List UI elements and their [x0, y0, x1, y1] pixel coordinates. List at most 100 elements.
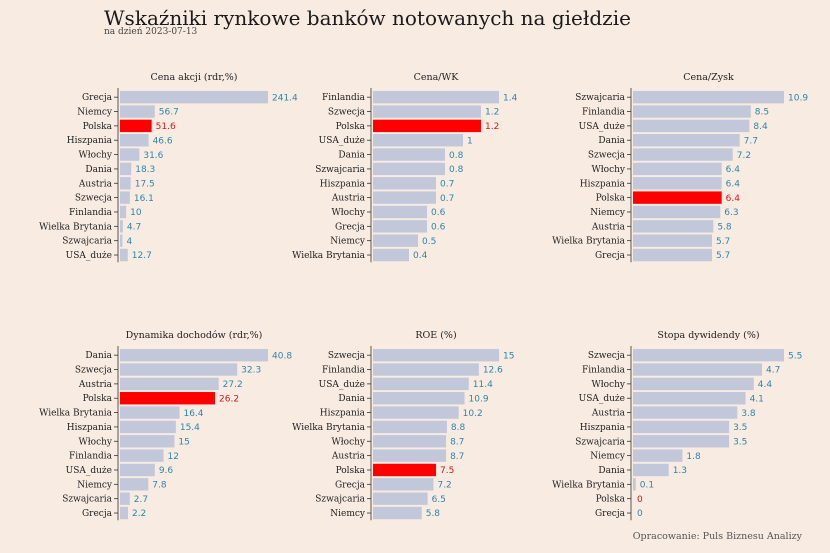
bar-austria	[120, 177, 131, 190]
category-label-wlochy: Włochy	[331, 208, 365, 218]
value-label-austria: 27.2	[223, 380, 243, 390]
category-label-finlandia: Finlandia	[582, 108, 626, 118]
category-label-finlandia: Finlandia	[69, 208, 113, 218]
bar-usa-duze	[633, 119, 750, 133]
bar-usa-duze	[120, 248, 128, 262]
category-label-usa-duze: USA_duże	[319, 136, 365, 146]
value-label-szwecja: 32.3	[241, 366, 261, 376]
chart-cena-akcji: Cena akcji (rdr,%) Grecja 241.4 Niemcy 56.7 P…	[39, 72, 298, 263]
bar-finlandia	[633, 105, 751, 118]
bar-finlandia	[120, 205, 127, 219]
category-label-wielka-brytania: Wielka Brytania	[39, 409, 113, 419]
bar-wlochy	[120, 435, 175, 448]
category-label-grecja: Grecja	[82, 509, 113, 519]
bar-polska	[120, 119, 152, 133]
bar-usa-duze	[373, 134, 463, 147]
chart-title: Cena/Zysk	[683, 72, 734, 83]
category-label-grecja: Grecja	[595, 251, 626, 261]
category-label-polska: Polska	[596, 495, 626, 505]
value-label-wielka-brytania: 0.4	[413, 251, 428, 261]
category-label-szwajcaria: Szwajcaria	[315, 165, 365, 175]
bar-niemcy	[633, 205, 721, 219]
category-label-hiszpania: Hiszpania	[320, 409, 366, 419]
value-label-austria: 0.7	[440, 194, 454, 204]
category-label-wielka-brytania: Wielka Brytania	[552, 480, 626, 490]
value-label-austria: 17.5	[135, 179, 155, 189]
category-label-hiszpania: Hiszpania	[320, 179, 366, 189]
category-label-austria: Austria	[78, 380, 113, 390]
value-label-niemcy: 7.8	[152, 481, 167, 491]
bar-dania	[373, 148, 445, 161]
bar-finlandia	[373, 90, 499, 104]
category-label-szwecja: Szwecja	[588, 151, 626, 161]
bar-austria	[120, 377, 219, 391]
bar-szwecja	[633, 348, 784, 362]
bar-dania	[633, 463, 669, 477]
bar-hiszpania	[373, 406, 459, 419]
value-label-finlandia: 8.5	[755, 108, 769, 118]
value-label-finlandia: 1.4	[503, 93, 518, 103]
bar-polska	[373, 119, 481, 133]
value-label-szwajcaria: 4	[126, 237, 132, 247]
bar-szwajcaria	[120, 234, 123, 247]
value-label-finlandia: 4.7	[766, 366, 780, 376]
chart-title: Stopa dywidendy (%)	[657, 330, 759, 341]
value-label-dania: 18.3	[135, 165, 155, 175]
value-label-niemcy: 6.3	[724, 208, 738, 218]
value-label-finlandia: 12.6	[483, 366, 503, 376]
value-label-hiszpania: 10.2	[463, 409, 483, 419]
source-caption: Opracowanie: Puls Biznesu Analizy	[632, 531, 802, 542]
category-label-szwecja: Szwecja	[75, 194, 113, 204]
category-label-hiszpania: Hiszpania	[580, 179, 626, 189]
value-label-niemcy: 5.8	[426, 509, 441, 519]
category-label-wlochy: Włochy	[591, 380, 625, 390]
bar-szwecja	[373, 105, 481, 118]
bar-finlandia	[373, 363, 479, 376]
chart-title: ROE (%)	[415, 330, 456, 341]
chart-stopa-dywidendy: Stopa dywidendy (%) Szwecja 5.5 Finlandia 4.…	[552, 330, 802, 521]
chart-title: Cena/WK	[414, 72, 460, 83]
bar-finlandia	[633, 363, 763, 376]
bar-wlochy	[373, 205, 427, 219]
value-label-szwecja: 15	[503, 351, 514, 361]
bar-dania	[373, 392, 465, 405]
category-label-austria: Austria	[591, 409, 626, 419]
bar-hiszpania	[373, 177, 436, 190]
bar-szwajcaria	[633, 435, 730, 448]
category-label-wlochy: Włochy	[78, 151, 112, 161]
value-label-wlochy: 0.6	[431, 208, 446, 218]
value-label-usa-duze: 4.1	[750, 394, 764, 404]
category-label-wlochy: Włochy	[591, 165, 625, 175]
bar-szwajcaria	[633, 90, 784, 104]
chart-roe: ROE (%) Szwecja 15 Finlandia 12.6 USA_duże 11.…	[292, 330, 514, 521]
value-label-polska: 6.4	[726, 194, 741, 204]
value-label-usa-duze: 8.4	[753, 122, 768, 132]
value-label-wlochy: 6.4	[726, 165, 741, 175]
category-label-szwajcaria: Szwajcaria	[315, 495, 365, 505]
category-label-szwajcaria: Szwajcaria	[62, 237, 112, 247]
bar-dania	[633, 134, 740, 147]
bar-usa-duze	[120, 463, 155, 477]
category-label-hiszpania: Hiszpania	[67, 423, 113, 433]
value-label-szwajcaria: 10.9	[788, 93, 808, 103]
value-label-dania: 0.8	[449, 151, 464, 161]
bar-wlochy	[633, 377, 754, 391]
value-label-grecja: 2.2	[132, 509, 146, 519]
bar-grecja	[373, 220, 427, 233]
category-label-finlandia: Finlandia	[322, 366, 366, 376]
value-label-hiszpania: 6.4	[726, 179, 741, 189]
value-label-finlandia: 12	[168, 452, 179, 462]
bar-wielka-brytania	[633, 234, 712, 247]
bar-austria	[373, 449, 447, 462]
category-label-austria: Austria	[331, 194, 366, 204]
category-label-usa-duze: USA_duże	[579, 122, 625, 132]
value-label-wielka-brytania: 5.7	[716, 237, 730, 247]
category-label-niemcy: Niemcy	[330, 237, 366, 247]
category-label-austria: Austria	[78, 179, 113, 189]
category-label-niemcy: Niemcy	[77, 108, 113, 118]
category-label-szwecja: Szwecja	[588, 351, 626, 361]
value-label-hiszpania: 15.4	[180, 423, 200, 433]
value-label-niemcy: 0.5	[422, 237, 436, 247]
value-label-dania: 7.7	[744, 136, 758, 146]
bar-hiszpania	[633, 420, 730, 434]
